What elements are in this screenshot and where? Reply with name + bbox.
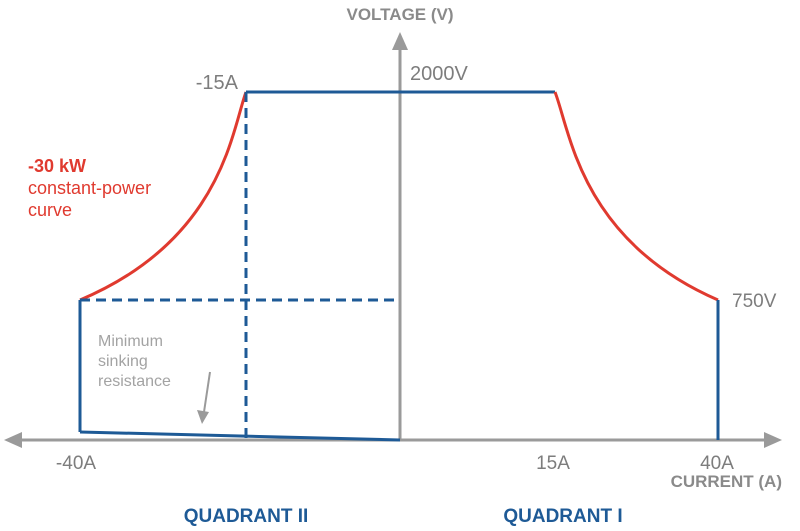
label-neg-40a: -40A — [56, 453, 96, 474]
sinking-note-line3: resistance — [98, 373, 171, 390]
quadrant-ii-label: QUADRANT II — [184, 506, 309, 527]
label-neg-15a: -15A — [196, 72, 239, 94]
sinking-note-line2: sinking — [98, 353, 148, 370]
label-2000v: 2000V — [410, 63, 468, 85]
power-curve-label-line1: constant-power — [28, 178, 151, 198]
x-axis-arrow-right-icon — [764, 432, 782, 448]
sinking-resistance-arrow-head-icon — [197, 410, 209, 424]
quadrant-i-label: QUADRANT I — [503, 506, 622, 527]
sinking-note-line1: Minimum — [98, 333, 163, 350]
label-15a: 15A — [536, 453, 570, 474]
power-value-label: -30 kW — [28, 156, 86, 176]
minimum-sinking-resistance-line — [79, 430, 401, 442]
y-axis-title: VOLTAGE (V) — [346, 5, 453, 24]
quadrant-i-power-curve — [553, 91, 719, 302]
y-axis-arrow-up-icon — [392, 32, 408, 50]
x-axis-title: CURRENT (A) — [671, 472, 782, 491]
sinking-resistance-arrow — [203, 371, 211, 413]
label-750v: 750V — [732, 291, 777, 312]
x-axis-arrow-left-icon — [4, 432, 22, 448]
quadrant-ii-power-curve — [79, 91, 248, 302]
power-curve-label-line2: curve — [28, 200, 72, 220]
label-40a: 40A — [700, 453, 734, 474]
